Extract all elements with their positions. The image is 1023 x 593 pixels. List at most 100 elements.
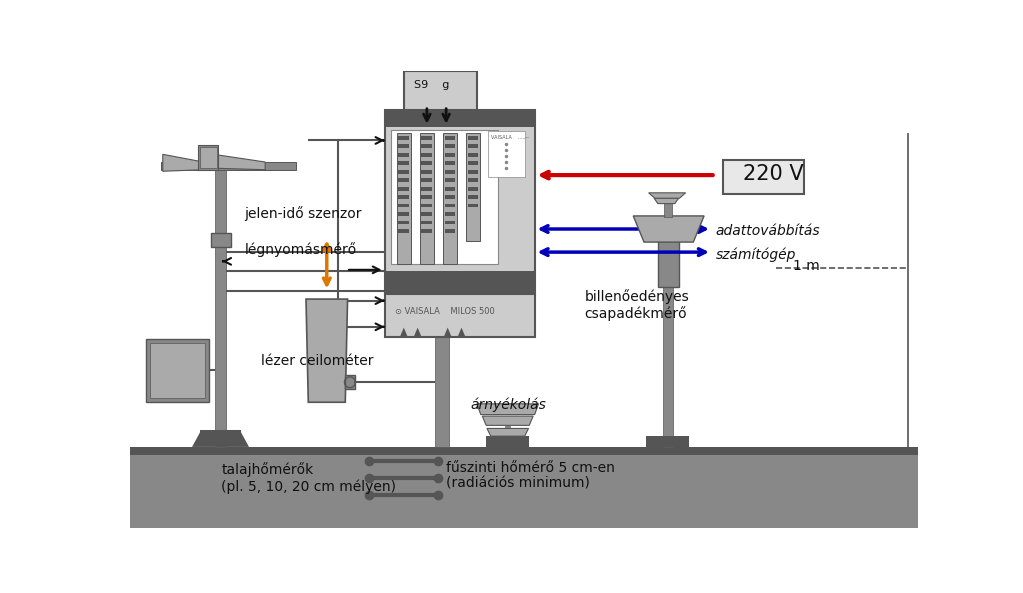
Bar [504,417,510,447]
Text: VAISALA    .....--: VAISALA .....-- [491,135,529,140]
Bar [398,136,409,140]
Bar [421,195,433,199]
Bar [404,71,477,110]
Bar [445,178,455,182]
Bar [468,153,479,157]
Bar [398,161,409,165]
Bar [385,295,535,337]
Polygon shape [400,327,407,337]
Bar [421,212,433,216]
Polygon shape [306,299,348,402]
Polygon shape [654,198,678,203]
Bar [445,144,455,148]
Bar [468,203,479,208]
Bar [445,136,455,140]
Bar [468,161,479,165]
Bar [663,221,673,447]
Bar [398,187,409,190]
Bar [398,221,409,224]
Polygon shape [633,216,704,242]
Bar [398,153,409,157]
Bar [421,203,433,208]
Bar [445,221,455,224]
Bar [391,130,498,264]
Bar [397,133,410,264]
Polygon shape [477,404,538,415]
Bar [199,146,217,168]
Text: lézer ceilométer: lézer ceilométer [261,354,373,368]
Bar [398,178,409,182]
Bar [658,241,679,287]
Bar [385,110,535,295]
Bar [398,170,409,174]
Text: 220 V: 220 V [743,164,803,184]
Bar [664,202,672,218]
Bar [398,144,409,148]
Bar [421,153,433,157]
Bar [398,212,409,216]
Bar [421,136,433,140]
Bar [131,447,919,528]
Bar [146,339,209,402]
Polygon shape [457,327,465,337]
Bar [198,145,218,170]
Bar [162,162,296,170]
Bar [445,212,455,216]
Bar [398,229,409,233]
Bar [436,71,449,447]
Bar [723,160,804,195]
Bar [445,229,455,233]
Polygon shape [482,416,533,425]
Polygon shape [444,327,451,337]
Bar [131,447,919,455]
Bar [445,187,455,190]
Bar [212,233,231,247]
Bar [398,203,409,208]
Bar [445,153,455,157]
Polygon shape [214,154,265,170]
Bar [486,436,529,447]
Bar [466,133,480,241]
Bar [443,133,457,264]
Text: 1 m: 1 m [793,259,819,273]
Bar [421,170,433,174]
Bar [421,161,433,165]
Polygon shape [649,193,685,198]
Text: jelen-idő szenzor: jelen-idő szenzor [244,206,362,221]
Bar [215,164,226,447]
Polygon shape [163,154,204,171]
Polygon shape [487,428,529,436]
Bar [468,170,479,174]
Bar [647,436,690,447]
Polygon shape [413,327,421,337]
Text: árnyékolás: árnyékolás [471,398,546,412]
Bar [345,375,355,389]
Bar [199,430,241,435]
Text: billenőedényes
csapadékmérő: billenőedényes csapadékmérő [585,289,690,321]
Bar [149,343,206,398]
Text: számítógép: számítógép [716,247,796,262]
Bar [421,187,433,190]
Bar [445,170,455,174]
Bar [468,187,479,190]
Text: fűszinti hőmérő 5 cm-en
(radiációs minimum): fűszinti hőmérő 5 cm-en (radiációs minim… [446,461,615,491]
Bar [445,195,455,199]
Bar [385,272,535,293]
Text: adattovábbítás: adattovábbítás [716,224,820,238]
Text: S9    g: S9 g [413,81,449,90]
Bar [468,144,479,148]
Bar [421,221,433,224]
Text: légnyomásmérő: légnyomásmérő [244,242,357,257]
Bar [489,131,526,177]
Text: ⊙ VAISALA    MILOS 500: ⊙ VAISALA MILOS 500 [395,307,495,316]
Bar [468,178,479,182]
Polygon shape [192,430,249,447]
Bar [468,195,479,199]
Bar [421,229,433,233]
Bar [385,110,535,126]
Bar [398,195,409,199]
Bar [420,133,434,264]
Bar [445,203,455,208]
Bar [468,136,479,140]
Bar [445,161,455,165]
